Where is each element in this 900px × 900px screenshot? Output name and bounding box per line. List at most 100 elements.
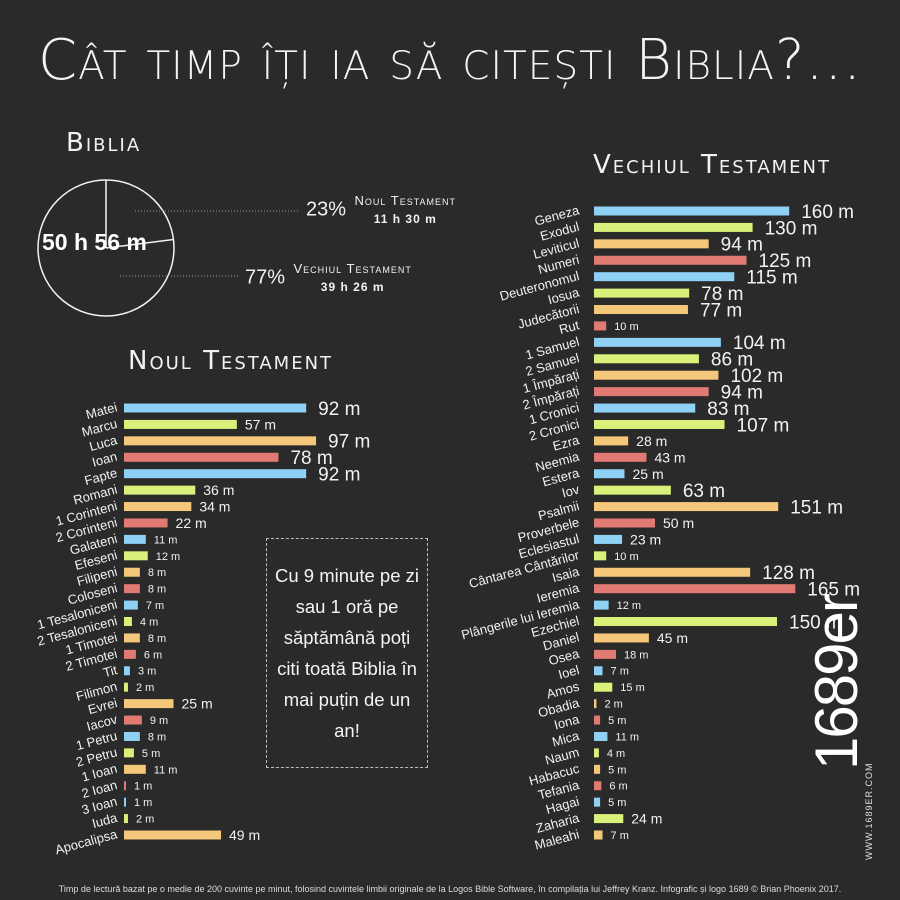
bible-pie-chart <box>37 179 175 317</box>
value-label-Coloseni: 8 m <box>148 584 166 596</box>
bar-1 Petru <box>124 731 140 741</box>
value-label-2 Samuel: 86 m <box>711 350 753 371</box>
ot-share-label: 77% Vechiul Testament 39 h 26 m <box>245 260 412 296</box>
value-label-2 Cronici: 107 m <box>737 415 790 436</box>
value-label-Matei: 92 m <box>318 399 360 420</box>
value-label-2 Împărați: 94 m <box>721 382 763 403</box>
nt-share-name: Noul Testament <box>354 193 457 208</box>
category-label-Rut: Rut <box>557 317 581 337</box>
value-label-3 Ioan: 1 m <box>134 797 152 809</box>
value-label-Hagai: 5 m <box>608 797 626 809</box>
value-label-Naum: 4 m <box>607 748 625 760</box>
value-label-2 Tesaloniceni: 4 m <box>140 616 158 628</box>
value-label-Osea: 18 m <box>624 649 648 661</box>
bar-3 Ioan <box>124 797 126 807</box>
value-label-Numeri: 125 m <box>759 251 812 272</box>
ot-share-pct: 77% <box>245 266 286 289</box>
bar-1 Timotei <box>124 633 140 643</box>
value-label-2 Corinteni: 22 m <box>176 515 207 531</box>
value-label-Tit: 3 m <box>138 666 156 678</box>
value-label-Maleahi: 7 m <box>611 830 629 842</box>
value-label-Plângerile lui Ieremia: 12 m <box>617 600 641 612</box>
bar-Rut <box>594 321 607 331</box>
bar-1 Împărați <box>594 370 719 380</box>
bar-Exodul <box>594 222 753 232</box>
bar-Iacov <box>124 715 142 725</box>
category-label-Isaia: Isaia <box>550 563 581 585</box>
bar-Daniel <box>594 633 649 643</box>
logo-url: WWW.1689ER.COM <box>864 762 874 860</box>
bar-Ezra <box>594 436 629 446</box>
bar-Ioan <box>124 452 279 462</box>
bar-Psalmii <box>594 502 779 512</box>
value-label-Rut: 10 m <box>614 321 638 333</box>
value-label-2 Petru: 5 m <box>142 748 160 760</box>
value-label-Filimon: 2 m <box>136 682 154 694</box>
bar-Naum <box>594 748 599 758</box>
value-label-Neemia: 43 m <box>654 449 685 465</box>
value-label-1 Împărați: 102 m <box>730 366 783 387</box>
value-label-Iona: 5 m <box>608 715 626 727</box>
bar-Iona <box>594 715 601 725</box>
value-label-Exodul: 130 m <box>765 218 818 239</box>
bar-Plângerile lui Ieremia <box>594 600 609 610</box>
ot-heading: Vechiul Testament <box>593 150 831 180</box>
value-label-1 Corinteni: 34 m <box>199 499 230 515</box>
bar-2 Tesaloniceni <box>124 617 132 626</box>
nt-share-label: 23% Noul Testament 11 h 30 m <box>306 192 456 228</box>
category-label-Iov: Iov <box>560 481 581 500</box>
bar-Romani <box>124 485 196 495</box>
value-label-Iacov: 9 m <box>150 715 168 727</box>
bar-Coloseni <box>124 584 140 594</box>
bar-Maleahi <box>594 830 603 840</box>
bar-2 Corinteni <box>124 518 168 528</box>
bar-Galateni <box>124 534 146 544</box>
bar-Osea <box>594 649 616 659</box>
value-label-Judecătorii: 77 m <box>700 300 742 321</box>
value-label-Iuda: 2 m <box>136 814 154 826</box>
bar-Iov <box>594 485 671 495</box>
bar-2 Samuel <box>594 354 699 364</box>
page-title: Cât timp îți ia să citești Biblia?... <box>37 28 863 93</box>
callout-box: Cu 9 minute pe zi sau 1 oră pe săptămână… <box>266 538 428 768</box>
bar-Zaharia <box>594 814 624 824</box>
category-label-Ioel: Ioel <box>557 662 581 682</box>
bar-Iuda <box>124 814 128 824</box>
bar-Luca <box>124 436 317 446</box>
value-label-Leviticul: 94 m <box>721 235 763 256</box>
bar-Estera <box>594 469 625 479</box>
bar-Eclesiastul <box>594 534 623 544</box>
footer-note: Timp de lectură bazat pe o medie de 200 … <box>58 884 842 894</box>
value-label-Apocalipsa: 49 m <box>229 827 260 843</box>
bar-Iosua <box>594 288 690 298</box>
category-label-Mica: Mica <box>550 728 581 750</box>
bar-Judecătorii <box>594 305 688 315</box>
bar-Amos <box>594 682 613 692</box>
value-label-Ieremia: 165 m <box>807 580 860 601</box>
bar-Neemia <box>594 452 647 462</box>
value-label-Iosua: 78 m <box>701 284 743 305</box>
value-label-1 Samuel: 104 m <box>733 333 786 354</box>
logo: 1689er <box>803 595 870 770</box>
value-label-Daniel: 45 m <box>657 630 688 646</box>
value-label-Ioel: 7 m <box>611 666 629 678</box>
nt-share-pct: 23% <box>306 198 347 221</box>
value-label-Amos: 15 m <box>620 682 644 694</box>
bar-Geneza <box>594 206 790 216</box>
nt-share-time: 11 h 30 m <box>373 212 437 226</box>
bar-2 Împărați <box>594 387 709 397</box>
bar-Apocalipsa <box>124 830 222 840</box>
nt-heading: Noul Testament <box>128 346 334 376</box>
bar-Ioel <box>594 666 603 676</box>
pie-slice-boundary-2 <box>105 238 174 249</box>
bar-2 Cronici <box>594 419 725 429</box>
value-label-1 Timotei: 8 m <box>148 633 166 645</box>
bar-Tit <box>124 666 130 676</box>
value-label-Marcu: 57 m <box>245 416 276 432</box>
bar-Ezechiel <box>594 617 777 627</box>
category-label-Ioan: Ioan <box>90 449 118 470</box>
value-label-Iov: 63 m <box>683 481 725 502</box>
value-label-Proverbele: 50 m <box>663 515 694 531</box>
value-label-Ezra: 28 m <box>636 433 667 449</box>
